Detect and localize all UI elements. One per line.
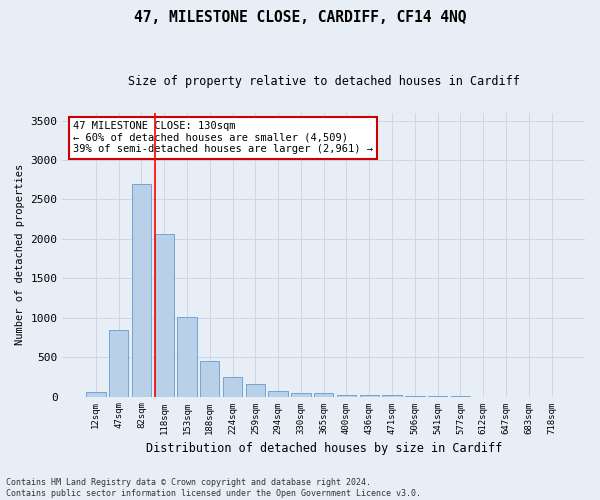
Bar [86, 392, 106, 396]
Title: Size of property relative to detached houses in Cardiff: Size of property relative to detached ho… [128, 75, 520, 88]
Text: Contains HM Land Registry data © Crown copyright and database right 2024.
Contai: Contains HM Land Registry data © Crown c… [6, 478, 421, 498]
Y-axis label: Number of detached properties: Number of detached properties [15, 164, 25, 346]
Bar [337, 395, 356, 396]
Bar [178, 317, 197, 396]
Text: 47, MILESTONE CLOSE, CARDIFF, CF14 4NQ: 47, MILESTONE CLOSE, CARDIFF, CF14 4NQ [134, 10, 466, 25]
Bar [132, 184, 151, 396]
X-axis label: Distribution of detached houses by size in Cardiff: Distribution of detached houses by size … [146, 442, 502, 455]
Bar [314, 394, 334, 396]
Bar [382, 395, 402, 396]
Bar [268, 392, 288, 396]
Bar [109, 330, 128, 396]
Bar [223, 377, 242, 396]
Bar [200, 360, 220, 396]
Bar [291, 392, 311, 396]
Text: 47 MILESTONE CLOSE: 130sqm
← 60% of detached houses are smaller (4,509)
39% of s: 47 MILESTONE CLOSE: 130sqm ← 60% of deta… [73, 122, 373, 154]
Bar [155, 234, 174, 396]
Bar [245, 384, 265, 396]
